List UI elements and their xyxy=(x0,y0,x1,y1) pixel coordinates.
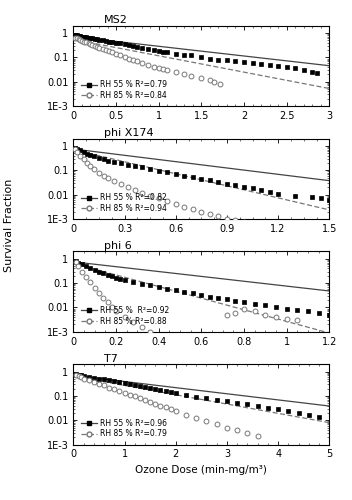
Text: Survival Fraction: Survival Fraction xyxy=(4,178,13,272)
Text: MS2: MS2 xyxy=(104,15,128,25)
Text: T7: T7 xyxy=(104,354,118,364)
Legend: RH 55 %  R²=0.92, RH 85 % R²=0.88: RH 55 % R²=0.92, RH 85 % R²=0.88 xyxy=(80,304,170,327)
Legend: RH 55 % R²=0.96, RH 85 % R²=0.79: RH 55 % R²=0.96, RH 85 % R²=0.79 xyxy=(80,418,168,440)
Text: phi X174: phi X174 xyxy=(104,128,154,138)
Legend: RH 55 % R²=0.82, RH 85 % R²=0.94: RH 55 % R²=0.82, RH 85 % R²=0.94 xyxy=(80,192,168,214)
Legend: RH 55 % R²=0.79, RH 85 % R²=0.84: RH 55 % R²=0.79, RH 85 % R²=0.84 xyxy=(80,79,168,102)
X-axis label: Ozone Dose (min-mg/m³): Ozone Dose (min-mg/m³) xyxy=(136,465,267,475)
Text: phi 6: phi 6 xyxy=(104,240,132,250)
